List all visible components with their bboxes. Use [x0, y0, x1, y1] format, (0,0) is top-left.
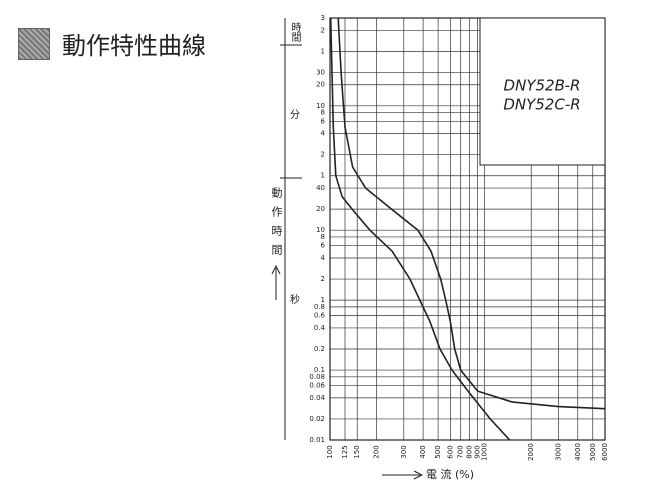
y-tick-label: 30: [316, 68, 325, 76]
y-tick-label: 0.6: [314, 312, 326, 320]
y-tick-label: 6: [321, 117, 326, 125]
x-tick-label: 4000: [574, 443, 582, 461]
y-tick-label: 2: [321, 275, 325, 283]
unit-label: 分: [290, 109, 300, 121]
y-tick-label: 8: [321, 233, 325, 241]
y-tick-label: 6: [321, 242, 326, 250]
y-tick-label: 20: [316, 81, 325, 89]
y-tick-label: 1: [321, 172, 325, 180]
y-tick-label: 0.04: [309, 394, 325, 402]
heading-text: 動作特性曲線: [62, 32, 206, 60]
x-tick-label: 125: [341, 445, 349, 458]
x-tick-label: 6000: [601, 443, 609, 461]
x-tick-label: 800: [466, 445, 474, 458]
heading-icon: [18, 27, 50, 60]
y-axis-label: 動作時間: [270, 186, 283, 263]
y-tick-label: 0.2: [314, 345, 325, 353]
y-tick-label: 8: [321, 109, 325, 117]
y-tick-label: 0.01: [309, 436, 325, 444]
y-tick-label: 10: [316, 102, 325, 110]
y-tick-label: 3: [321, 14, 325, 22]
x-tick-label: 400: [419, 445, 427, 458]
plot-border: [329, 17, 606, 441]
y-tick-label: 20: [316, 205, 325, 213]
y-tick-label: 0.02: [309, 415, 325, 423]
curve: [337, 17, 606, 410]
model-label: DNY52C-R: [503, 96, 580, 114]
unit-label: 時間: [289, 22, 301, 43]
y-tick-label: 0.06: [309, 382, 325, 390]
y-tick-label: 0.8: [314, 303, 325, 311]
y-tick-label: 10: [316, 226, 325, 234]
model-box: [479, 17, 606, 166]
x-tick-label: 5000: [589, 443, 597, 461]
x-tick-label: 300: [400, 445, 408, 458]
x-axis-arrow-head: [413, 470, 424, 480]
y-tick-label: 0.4: [314, 324, 326, 332]
x-tick-label: 500: [434, 445, 442, 458]
y-axis-arrow-head: [271, 264, 281, 275]
x-tick-label: 2000: [527, 443, 535, 461]
x-axis-label: 電 流 (%): [426, 467, 474, 481]
x-tick-label: 900: [474, 445, 482, 458]
x-tick-label: 200: [373, 445, 381, 458]
x-tick-label: 1000: [481, 443, 489, 461]
x-tick-label: 100: [326, 445, 334, 458]
y-tick-label: 2: [321, 26, 325, 34]
y-tick-label: 0.1: [314, 366, 325, 374]
model-label: DNY52B-R: [504, 77, 581, 95]
y-tick-label: 4: [321, 254, 326, 262]
y-tick-label: 1: [321, 296, 325, 304]
curve: [329, 17, 511, 441]
y-tick-label: 0.08: [309, 373, 325, 381]
unit-label: 秒: [290, 293, 300, 306]
x-tick-label: 700: [457, 445, 465, 458]
x-tick-label: 3000: [554, 443, 562, 461]
heading: 動作特性曲線: [18, 26, 206, 61]
x-tick-label: 150: [353, 445, 361, 458]
y-tick-label: 40: [316, 184, 325, 192]
y-tick-label: 2: [321, 151, 325, 159]
x-tick-label: 600: [446, 445, 454, 458]
y-tick-label: 4: [321, 130, 326, 138]
y-tick-label: 1: [321, 47, 325, 55]
